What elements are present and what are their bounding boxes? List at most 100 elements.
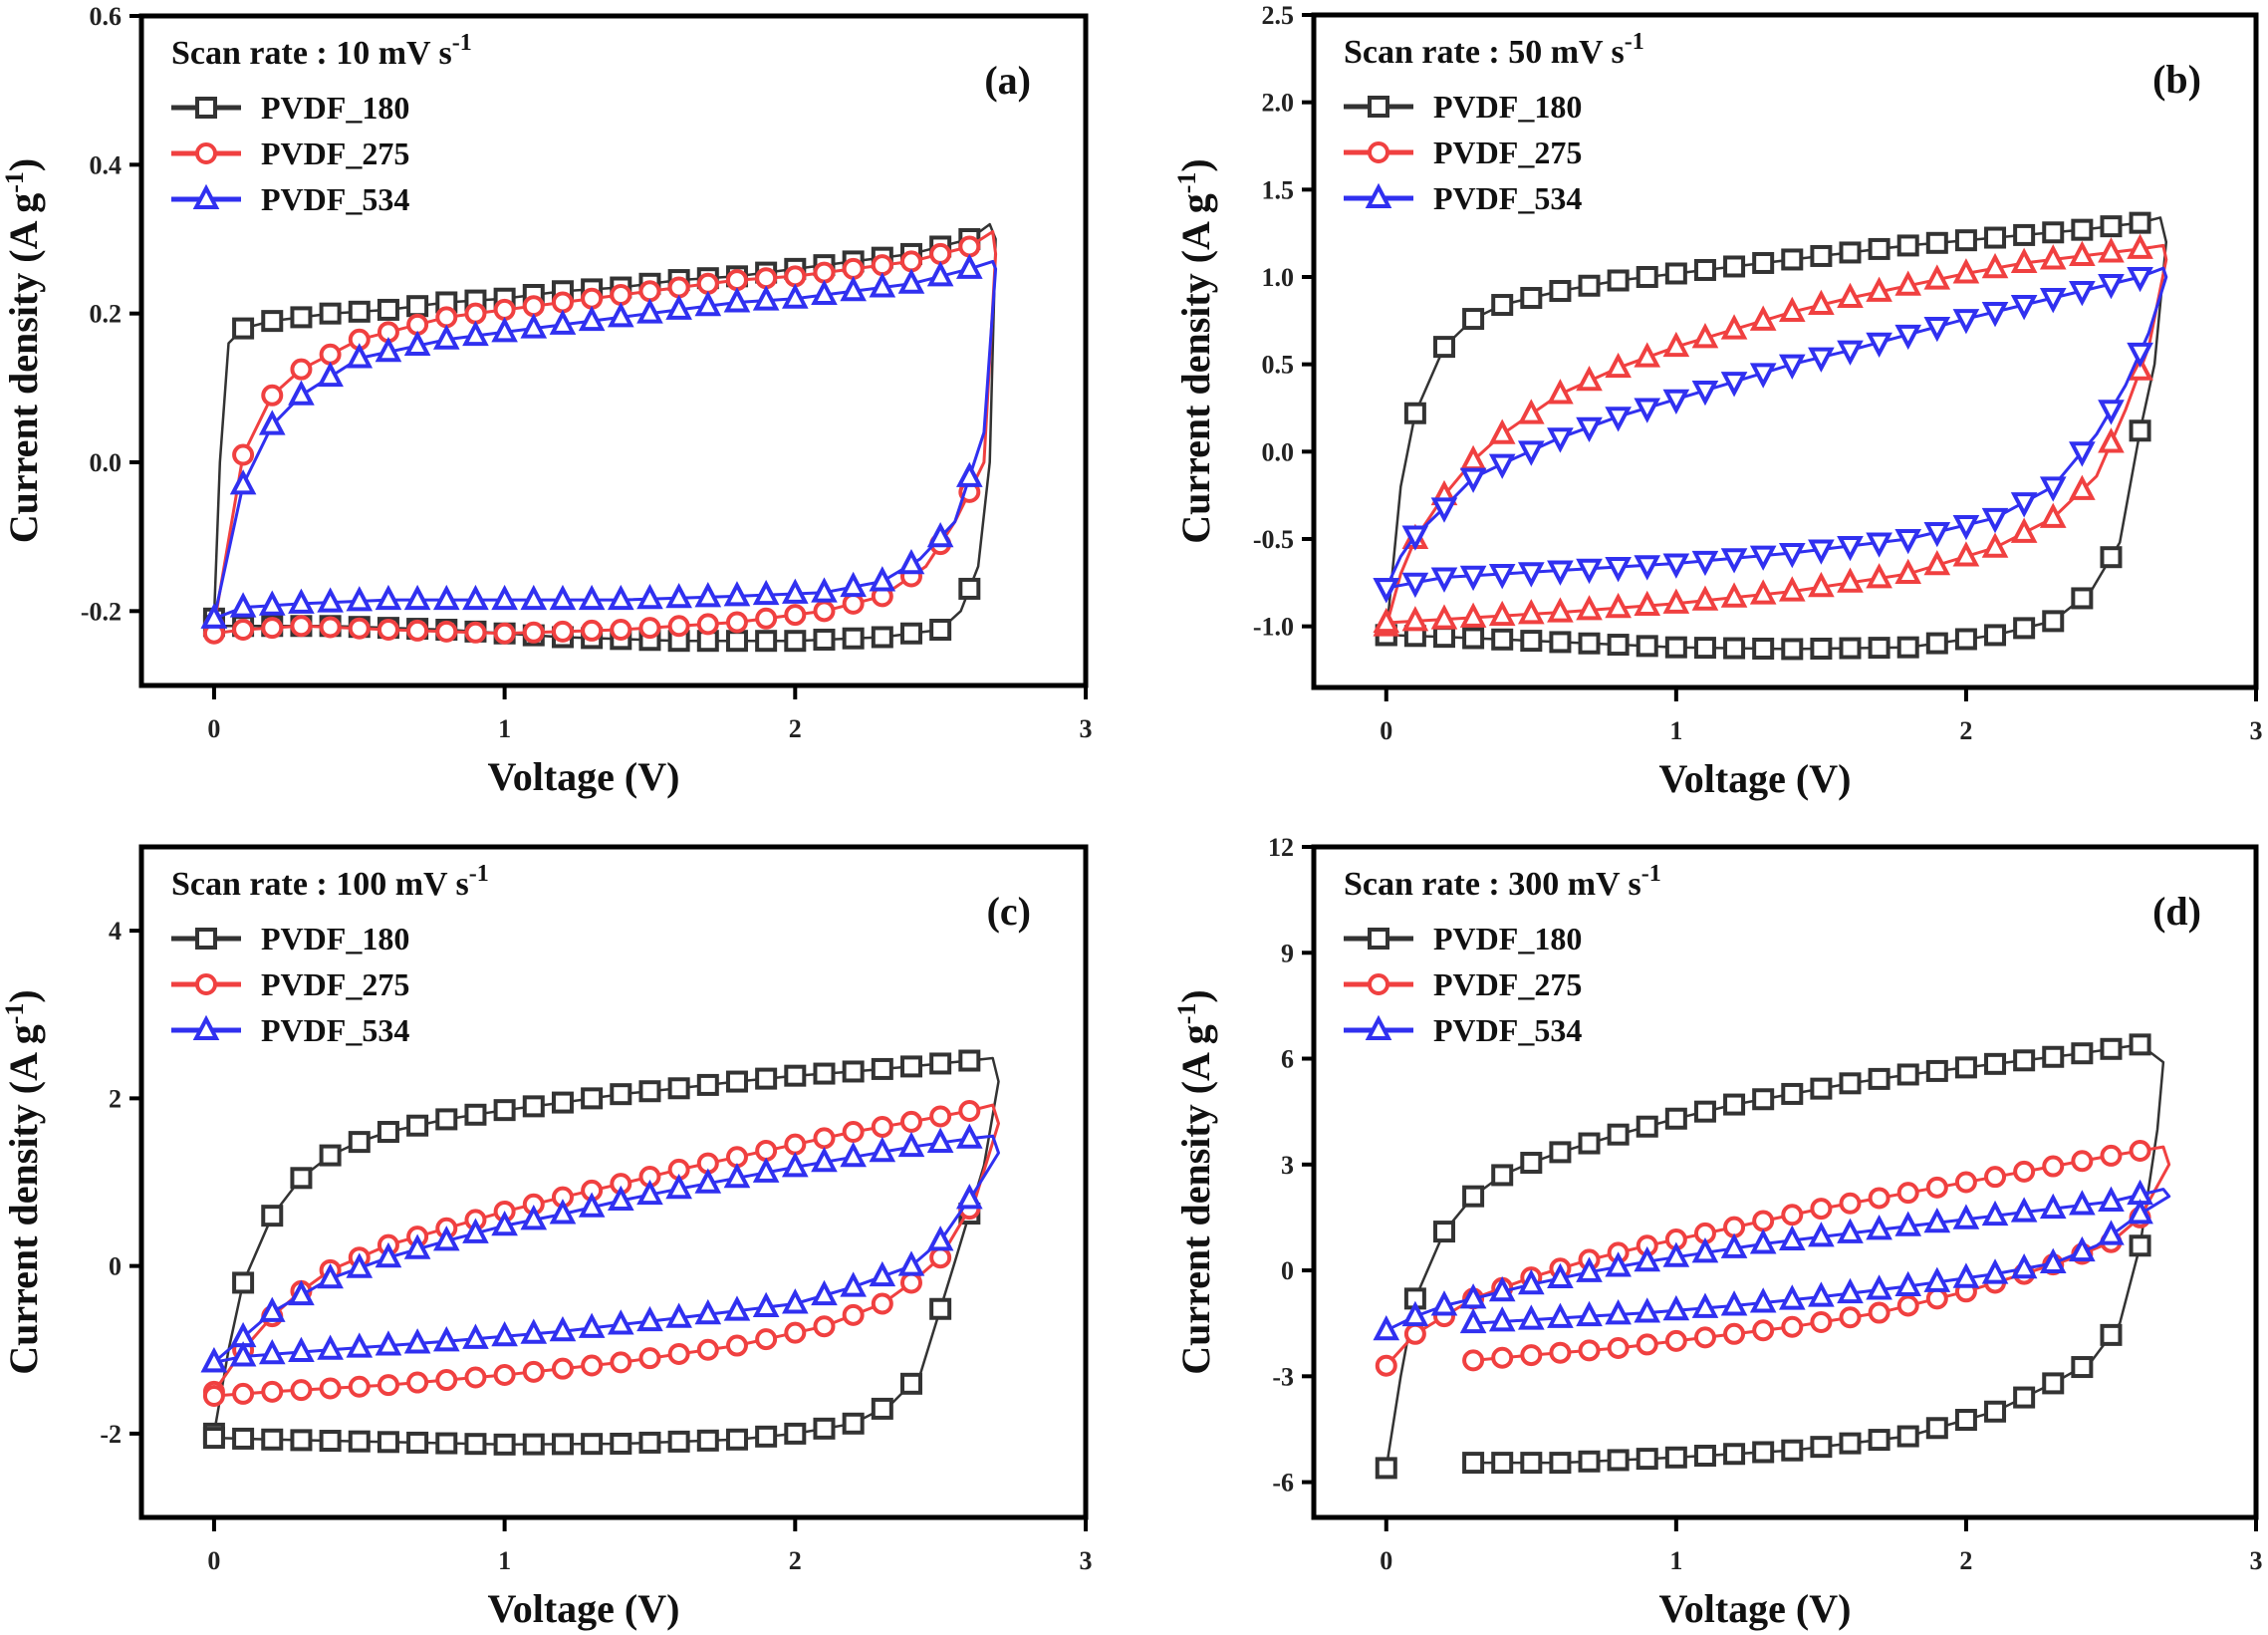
data-point (464, 621, 487, 644)
data-point (1576, 416, 1603, 443)
data-point (319, 302, 342, 325)
data-point (319, 343, 342, 366)
data-point (549, 1315, 577, 1342)
data-point (1607, 269, 1630, 292)
data-point (1749, 363, 1777, 389)
legend-label: PVDF_275 (1433, 135, 1582, 170)
y-tick-label: 0.0 (1262, 437, 1295, 466)
data-point (2127, 342, 2153, 369)
data-point (1634, 398, 1661, 423)
data-point (1752, 1319, 1775, 1342)
data-point (406, 619, 429, 642)
data-point (406, 1431, 429, 1454)
y-tick-label: 0.5 (1262, 351, 1295, 380)
x-tick-label: 2 (1959, 1546, 1972, 1575)
data-point (1517, 440, 1545, 466)
data-point (842, 627, 865, 650)
data-point (491, 317, 518, 343)
x-tick-label: 1 (498, 714, 511, 743)
data-point (958, 235, 981, 258)
y-tick-label: 1.5 (1262, 175, 1295, 204)
data-point (258, 409, 286, 435)
data-point (667, 276, 690, 299)
data-point (1896, 1063, 1919, 1086)
data-point (317, 587, 344, 613)
series-pvdf-534 (1373, 1179, 2171, 1341)
data-point (1925, 632, 1948, 655)
legend-marker-icon (1365, 182, 1392, 208)
data-point (2129, 1140, 2151, 1163)
legend-label: PVDF_275 (1433, 966, 1582, 1002)
data-point (1462, 1185, 1485, 1208)
data-point (842, 1412, 865, 1435)
data-point (1691, 323, 1719, 349)
data-point (1664, 1446, 1687, 1469)
data-point (1954, 1056, 1977, 1079)
data-point (1896, 1182, 1919, 1205)
data-point (1837, 1277, 1864, 1304)
data-point (1520, 1452, 1543, 1475)
data-point (899, 1110, 922, 1133)
data-point (784, 630, 807, 653)
data-point (2098, 274, 2125, 300)
data-point (288, 1336, 315, 1362)
data-point (348, 1430, 371, 1453)
data-point (694, 582, 722, 608)
data-point (2098, 1186, 2125, 1212)
data-point (1810, 1436, 1833, 1459)
y-tick-label: 0.0 (90, 448, 123, 477)
data-point (1894, 1211, 1922, 1236)
data-point (1981, 1200, 2009, 1226)
x-tick-label: 3 (1080, 1546, 1093, 1575)
data-point (1549, 631, 1572, 654)
data-point (667, 615, 690, 638)
data-point (1894, 1270, 1922, 1296)
data-point (2069, 1190, 2096, 1216)
legend-marker-icon (1368, 96, 1389, 118)
y-tick-label: -0.5 (1253, 525, 1294, 554)
data-point (1662, 389, 1690, 415)
data-point (375, 336, 402, 363)
data-point (462, 1323, 489, 1349)
data-point (522, 1433, 545, 1456)
data-point (2013, 1160, 2036, 1183)
data-point (1749, 579, 1777, 605)
chart-panel-a: -0.2 0.0 0.2 0.4 0.6 0 1 2 3 Voltage (V) Current d… (0, 2, 1093, 799)
data-point (1488, 600, 1516, 627)
data-point (723, 581, 751, 607)
data-point (725, 269, 748, 292)
data-point (520, 1205, 548, 1230)
data-point (261, 617, 284, 640)
data-point (1866, 1274, 1892, 1300)
legend-marker-icon (1368, 928, 1389, 950)
panel-label: (a) (984, 58, 1031, 103)
data-point (784, 1064, 807, 1087)
data-point (696, 272, 719, 295)
legend-label: PVDF_275 (261, 136, 409, 171)
data-point (811, 577, 838, 603)
data-point (1605, 352, 1632, 379)
data-point (899, 1055, 922, 1078)
data-point (493, 1099, 516, 1122)
data-point (348, 1131, 371, 1154)
data-point (752, 1157, 780, 1183)
data-point (1605, 1251, 1632, 1277)
data-point (1749, 305, 1777, 331)
x-axis-title: Voltage (V) (1659, 756, 1852, 801)
data-point (636, 298, 663, 324)
data-point (2013, 1049, 2036, 1072)
data-point (346, 1252, 374, 1278)
data-point (752, 285, 780, 311)
data-point (725, 1070, 748, 1093)
data-point (1373, 1314, 1400, 1341)
data-point (406, 295, 429, 318)
data-point (2129, 1234, 2151, 1257)
x-tick-label: 1 (1669, 716, 1682, 745)
data-point (638, 1080, 661, 1103)
data-point (261, 1205, 284, 1227)
data-point (1868, 1187, 1890, 1210)
data-point (2042, 1155, 2065, 1178)
data-point (1808, 1281, 1835, 1307)
data-point (1517, 399, 1545, 424)
data-point (2010, 1197, 2038, 1223)
